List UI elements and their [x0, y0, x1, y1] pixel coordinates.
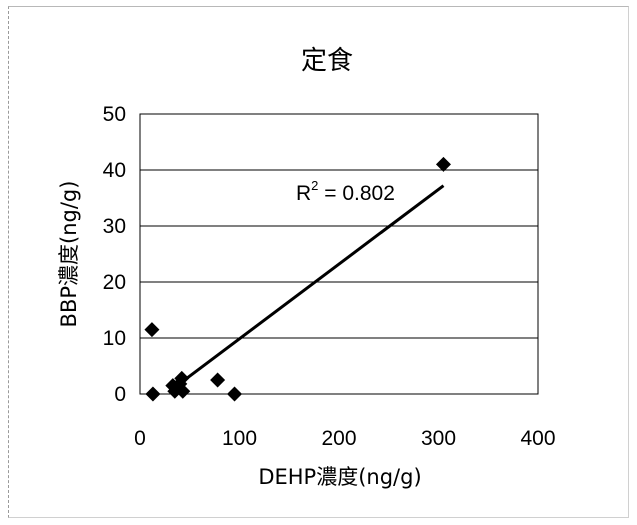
y-tick-label: 50 — [103, 103, 126, 126]
y-tick-label: 0 — [114, 383, 126, 406]
y-axis-ticks: 0 10 20 30 40 50 — [103, 103, 126, 406]
data-point-0 — [435, 156, 451, 172]
chart-frame — [8, 6, 629, 518]
data-point-2 — [145, 386, 161, 402]
y-tick-label: 30 — [103, 215, 126, 238]
gridlines — [140, 169, 538, 339]
data-point-9 — [227, 386, 243, 402]
x-tick-label: 0 — [134, 427, 146, 450]
x-tick-label: 100 — [222, 427, 257, 450]
y-axis-label: BBP濃度(ng/g) — [57, 181, 81, 328]
x-tick-label: 300 — [421, 427, 456, 450]
data-point-1 — [144, 322, 160, 338]
y-tick-label: 40 — [103, 159, 126, 182]
data-point-7 — [175, 383, 191, 399]
y-tick-label: 20 — [103, 271, 126, 294]
trendline — [173, 184, 445, 389]
data-point-6 — [174, 370, 190, 386]
chart-title: 定食 — [301, 46, 353, 76]
x-tick-label: 200 — [321, 427, 356, 450]
data-points — [144, 156, 451, 402]
r-squared-superscript: 2 — [311, 178, 318, 193]
r-squared-annotation: R2 = 0.802 — [296, 178, 395, 205]
plot-area-border — [139, 113, 539, 395]
x-axis-ticks: 0 100 200 300 400 — [134, 427, 555, 450]
x-axis-label: DEHP濃度(ng/g) — [258, 465, 421, 489]
y-tick-label: 10 — [103, 327, 126, 350]
x-tick-label: 400 — [520, 427, 555, 450]
r-squared-label: R — [296, 182, 311, 205]
data-point-8 — [210, 372, 226, 388]
r-squared-value: = 0.802 — [318, 182, 394, 205]
